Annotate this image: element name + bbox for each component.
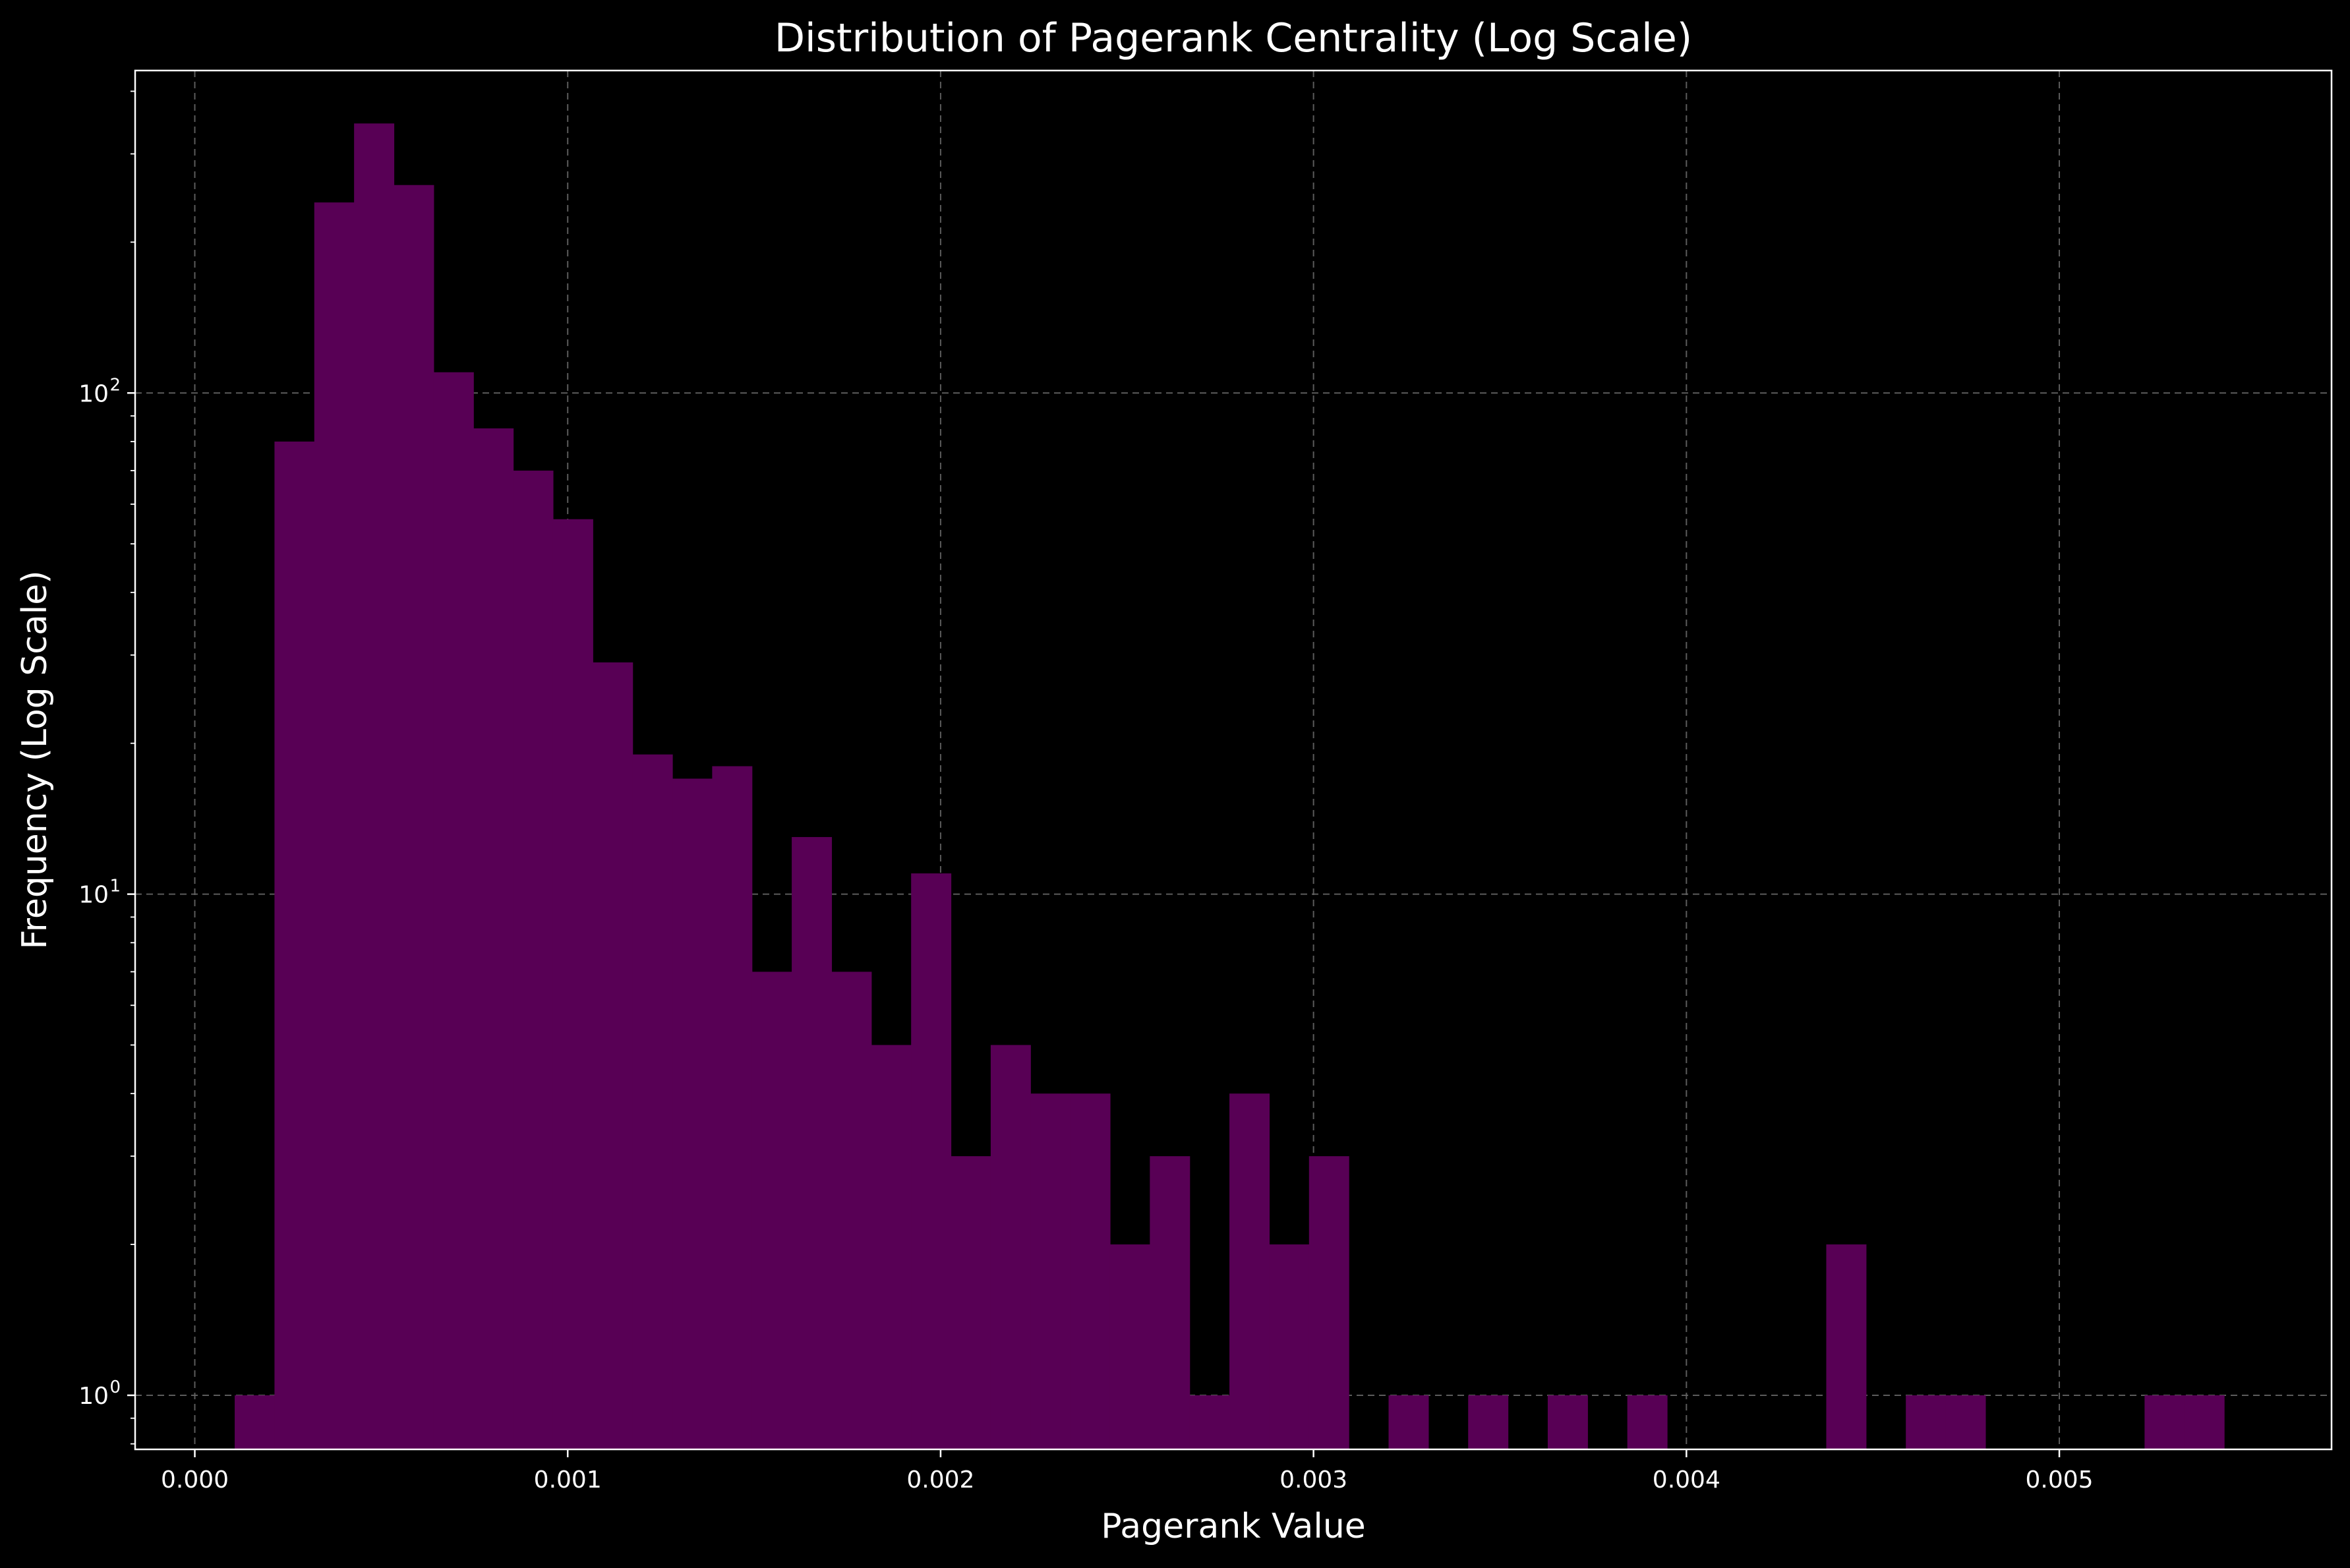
y-tick-label: 10 bbox=[78, 882, 109, 909]
histogram-bar bbox=[1627, 1395, 1668, 1449]
x-tick-label: 0.003 bbox=[1279, 1466, 1347, 1494]
histogram-bar bbox=[1150, 1156, 1190, 1449]
x-tick-label: 0.005 bbox=[2026, 1466, 2094, 1494]
histogram-bar bbox=[911, 873, 952, 1449]
chart-title: Distribution of Pagerank Centrality (Log… bbox=[775, 15, 1692, 61]
histogram-bar bbox=[1547, 1395, 1588, 1449]
histogram-bar bbox=[1826, 1244, 1867, 1449]
histogram-bar bbox=[2184, 1395, 2225, 1449]
histogram-bar bbox=[552, 519, 593, 1449]
histogram-bar bbox=[871, 1045, 912, 1449]
histogram-bar bbox=[235, 1395, 276, 1449]
y-tick-label: 10 bbox=[78, 380, 109, 407]
histogram-bar bbox=[1070, 1093, 1111, 1449]
histogram-bar bbox=[2144, 1395, 2185, 1449]
histogram-bar bbox=[831, 972, 872, 1449]
histogram-bar bbox=[990, 1045, 1031, 1449]
histogram-bar bbox=[274, 441, 315, 1450]
histogram-bar bbox=[1388, 1395, 1429, 1449]
histogram-bar bbox=[354, 123, 395, 1449]
histogram-bar bbox=[1030, 1093, 1071, 1449]
histogram-bar bbox=[1269, 1244, 1310, 1449]
y-axis-label: Frequency (Log Scale) bbox=[15, 570, 55, 949]
histogram-bar bbox=[314, 202, 355, 1449]
histogram-bar bbox=[394, 185, 434, 1450]
histogram-bar bbox=[473, 428, 514, 1450]
y-tick-exponent: 2 bbox=[109, 375, 121, 395]
y-tick-exponent: 1 bbox=[109, 877, 121, 896]
histogram-bar bbox=[632, 754, 673, 1449]
x-axis-label: Pagerank Value bbox=[1101, 1507, 1366, 1546]
histogram-bar bbox=[712, 766, 753, 1449]
histogram-bar bbox=[1109, 1244, 1150, 1449]
histogram-bar bbox=[672, 778, 713, 1449]
y-tick-label: 10 bbox=[78, 1383, 109, 1410]
y-tick-exponent: 0 bbox=[109, 1378, 121, 1397]
plot-frame bbox=[134, 69, 2333, 1451]
histogram-bar bbox=[1906, 1395, 1947, 1449]
histogram-bar bbox=[513, 471, 554, 1449]
x-tick-label: 0.001 bbox=[534, 1466, 602, 1494]
histogram-bar bbox=[1468, 1395, 1509, 1449]
histogram-bar bbox=[1229, 1093, 1270, 1449]
histogram-bar bbox=[593, 662, 633, 1449]
histogram-bar bbox=[751, 972, 792, 1449]
x-tick-label: 0.004 bbox=[1653, 1466, 1720, 1494]
histogram-bar bbox=[1189, 1395, 1230, 1449]
bars bbox=[235, 123, 2225, 1450]
histogram-bar bbox=[792, 836, 833, 1449]
histogram-bar bbox=[433, 372, 474, 1450]
histogram-bar bbox=[951, 1156, 991, 1449]
x-tick-label: 0.000 bbox=[161, 1466, 229, 1494]
histogram-bar bbox=[1945, 1395, 1986, 1449]
histogram-bar bbox=[1308, 1156, 1349, 1449]
x-tick-label: 0.002 bbox=[906, 1466, 974, 1494]
